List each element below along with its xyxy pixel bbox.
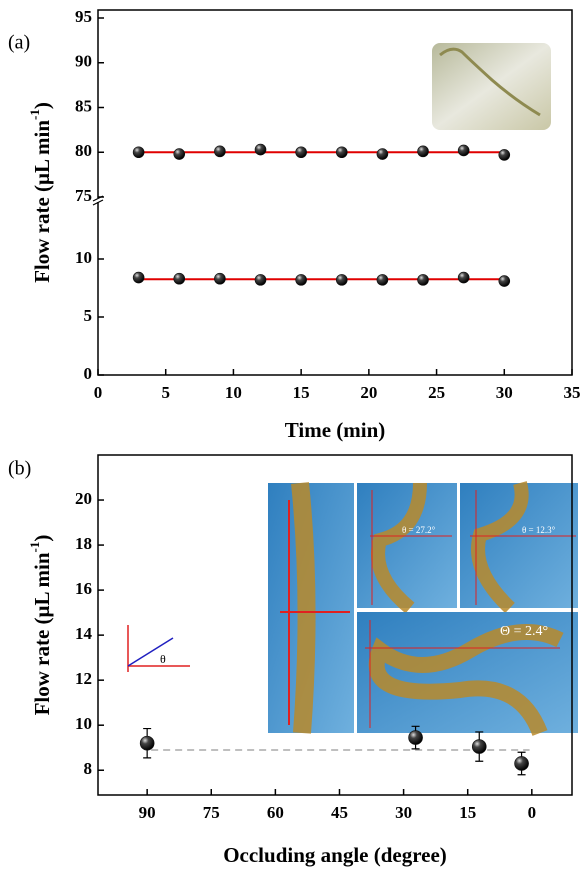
axis-break-gap	[95, 198, 101, 202]
y-axis-label: Flow rate (μL min-1)	[27, 102, 54, 283]
x-tick-label: 15	[459, 803, 476, 822]
data-point	[254, 274, 267, 286]
x-tick-label: 60	[267, 803, 284, 822]
y-axis-label-end: )	[30, 102, 54, 109]
y-tick-label: 75	[75, 186, 92, 205]
y-axis-label: Flow rate (μL min-1)	[27, 535, 54, 716]
inset-photos: θ = 27.2° θ = 12.3° Θ = 2.4° θ	[127, 481, 578, 737]
angle-icon-label: θ	[160, 652, 166, 666]
data-point	[335, 146, 348, 159]
y-tick-label: 80	[75, 141, 92, 160]
y-axis-label-sup: -1	[27, 542, 42, 553]
data-point	[417, 274, 429, 286]
data-point	[417, 145, 429, 158]
data-point	[173, 148, 186, 160]
x-tick-label: 30	[496, 383, 513, 402]
inset-photo	[432, 43, 551, 130]
x-tick-label: 25	[428, 383, 445, 402]
y-axis-label-sup: -1	[27, 109, 42, 120]
data-point	[132, 271, 145, 284]
x-tick-label: 10	[225, 383, 242, 402]
data-point	[295, 274, 307, 286]
angle-annotation: Θ = 2.4°	[500, 624, 548, 639]
x-tick-label: 0	[94, 383, 103, 402]
y-axis-label-end: )	[30, 535, 54, 542]
data-point	[335, 274, 348, 286]
x-axis-label: Time (min)	[285, 418, 386, 442]
y-tick-label: 95	[75, 7, 92, 26]
data-point	[498, 149, 511, 161]
y-tick-label: 5	[84, 306, 93, 325]
data-point	[173, 272, 186, 285]
data-point	[139, 735, 155, 751]
x-tick-label: 20	[360, 383, 377, 402]
y-tick-label: 12	[75, 669, 92, 688]
axis-break	[92, 195, 104, 206]
x-tick-label: 45	[331, 803, 348, 822]
data-point	[376, 274, 389, 286]
y-tick-label: 14	[75, 624, 93, 643]
angle-annotation: θ = 27.2°	[402, 525, 436, 535]
x-tick-label: 90	[139, 803, 156, 822]
y-tick-label: 0	[84, 364, 93, 383]
x-tick-label: 30	[395, 803, 412, 822]
data-point	[295, 146, 307, 159]
data-point	[214, 145, 226, 158]
y-tick-label: 8	[84, 759, 93, 778]
y-tick-label: 20	[75, 489, 92, 508]
panel-label: (b)	[8, 458, 31, 480]
data-point	[471, 739, 487, 754]
y-tick-label: 10	[75, 714, 92, 733]
x-tick-label: 0	[528, 803, 537, 822]
y-tick-label: 16	[75, 579, 92, 598]
data-point	[408, 730, 423, 745]
y-tick-label: 85	[75, 96, 92, 115]
angle-annotation: θ = 12.3°	[522, 525, 556, 535]
y-axis-label-text: Flow rate (μL min	[30, 120, 54, 283]
y-tick-label: 90	[75, 52, 92, 71]
y-tick-label: 18	[75, 534, 92, 553]
data-point	[457, 144, 470, 157]
plot-frame	[97, 9, 573, 376]
x-axis-label: Occluding angle (degree)	[223, 843, 447, 867]
y-axis-label-text: Flow rate (μL min	[30, 552, 54, 715]
x-tick-label: 5	[161, 383, 170, 402]
panel-label: (a)	[8, 32, 30, 54]
x-tick-label: 15	[293, 383, 310, 402]
data-point	[214, 272, 226, 285]
x-tick-label: 35	[564, 383, 581, 402]
plot-frame	[97, 454, 573, 796]
data-point	[376, 148, 389, 160]
data-point	[514, 756, 529, 771]
data-point	[254, 143, 267, 156]
data-point	[132, 146, 145, 159]
data-point	[498, 275, 511, 287]
x-tick-label: 75	[203, 803, 220, 822]
y-tick-label: 10	[75, 248, 92, 267]
data-point	[457, 271, 470, 284]
